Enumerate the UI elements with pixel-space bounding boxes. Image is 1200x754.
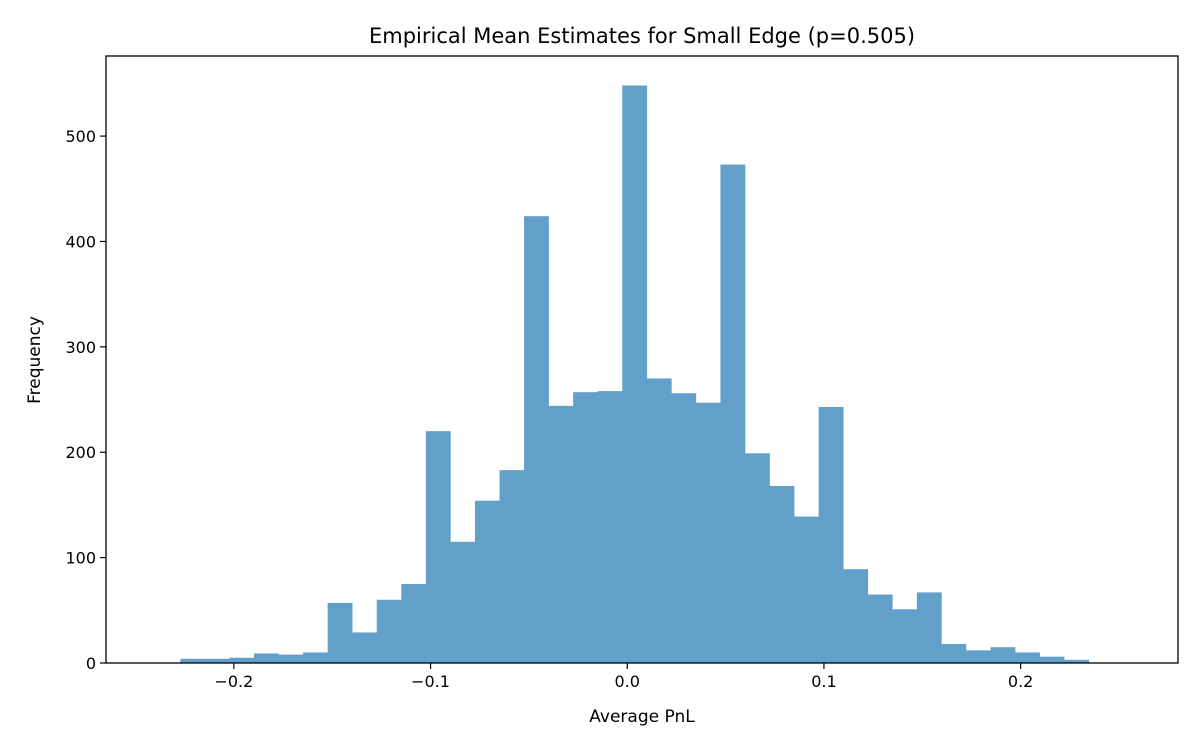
histogram-bar: [941, 644, 967, 663]
x-tick-label: −0.1: [411, 672, 450, 691]
histogram-bar: [474, 500, 500, 663]
x-tick-label: 0.1: [811, 672, 836, 691]
histogram-bar: [352, 632, 378, 663]
histogram-bar: [180, 658, 206, 663]
histogram-bar: [892, 609, 918, 663]
histogram-bar: [769, 485, 795, 663]
histogram-bar: [254, 653, 279, 663]
histogram-bar: [376, 599, 402, 663]
histogram-bar: [229, 657, 255, 663]
histogram-bar: [916, 592, 942, 663]
histogram-bar: [278, 654, 304, 663]
histogram-bar: [720, 164, 746, 663]
histogram-bar: [597, 391, 623, 663]
histogram-bar: [573, 392, 599, 663]
histogram-bar: [794, 516, 819, 663]
x-tick-label: 0.2: [1008, 672, 1033, 691]
histogram-bar: [745, 453, 770, 663]
y-axis-label: Frequency: [25, 316, 45, 404]
histogram-bar: [450, 541, 476, 663]
histogram-bar: [303, 652, 328, 663]
x-axis-label: Average PnL: [589, 707, 695, 727]
x-tick-label: 0.0: [615, 672, 640, 691]
histogram-bar: [990, 647, 1016, 663]
plot-frame: [105, 55, 1179, 664]
y-tick-label: 400: [65, 232, 96, 251]
histogram-bar: [671, 393, 697, 663]
histogram-bar: [1015, 652, 1040, 663]
y-tick-label: 100: [65, 549, 96, 568]
histogram-bar: [327, 602, 353, 663]
histogram-bar: [646, 378, 672, 663]
y-tick-label: 500: [65, 127, 96, 146]
histogram-bar: [499, 470, 525, 663]
histogram-bar: [843, 569, 869, 663]
chart-title: Empirical Mean Estimates for Small Edge …: [369, 24, 915, 48]
y-tick-label: 0: [86, 654, 96, 673]
histogram-bar: [425, 431, 451, 663]
histogram-bar: [524, 216, 549, 664]
histogram-bar: [695, 402, 721, 663]
x-tick-label: −0.2: [214, 672, 253, 691]
histogram-bar: [548, 405, 574, 663]
histogram-bar: [818, 406, 844, 663]
histogram-bar: [204, 658, 230, 663]
histogram-bar: [1064, 659, 1089, 663]
y-tick-label: 200: [65, 443, 96, 462]
histogram-bar: [622, 85, 648, 663]
histogram-bar: [1039, 656, 1065, 663]
histogram-bar: [867, 594, 893, 663]
histogram-bar: [401, 583, 427, 663]
histogram-bar: [965, 650, 991, 663]
y-tick-label: 300: [65, 338, 96, 357]
